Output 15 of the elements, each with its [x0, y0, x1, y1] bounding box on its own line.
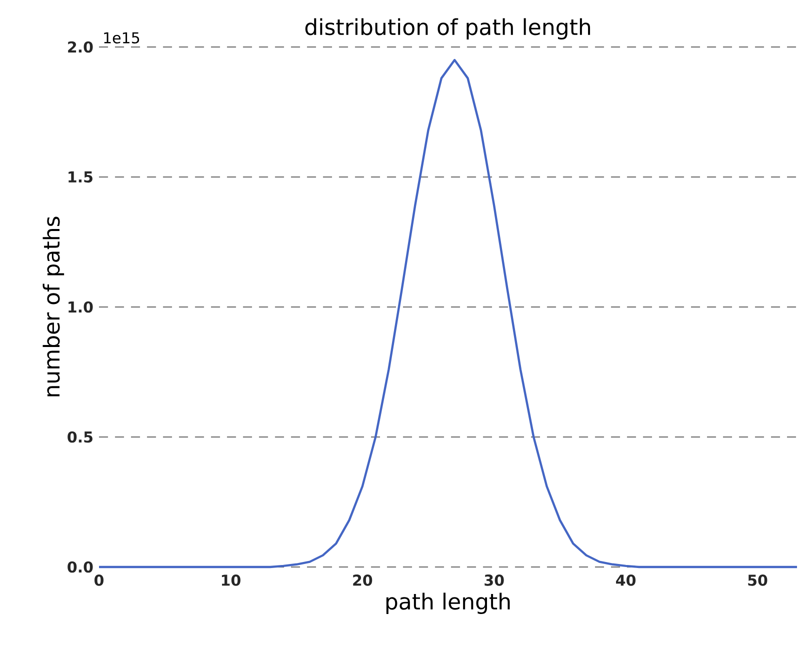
x-tick-label: 50	[748, 574, 768, 586]
text: 1e15	[104, 32, 140, 44]
x-tick-label: 10	[222, 574, 240, 586]
x-tick-label: 30	[484, 574, 504, 586]
y-tick-label: 1.5	[68, 171, 92, 183]
y-tick-label: 0.5	[68, 431, 92, 443]
y-axis-title: number of paths	[42, 216, 64, 396]
x-tick-label: 40	[616, 574, 636, 586]
y-tick-label: 0.0	[68, 561, 93, 573]
chart-title: distribution of path length	[305, 18, 590, 40]
y-tick-label: 1.0	[68, 301, 93, 313]
x-tick-label: 0	[94, 574, 104, 586]
x-axis-title: path length	[386, 592, 510, 614]
y-tick-label: 2.0	[68, 41, 93, 53]
x-tick-label: 20	[353, 574, 372, 586]
